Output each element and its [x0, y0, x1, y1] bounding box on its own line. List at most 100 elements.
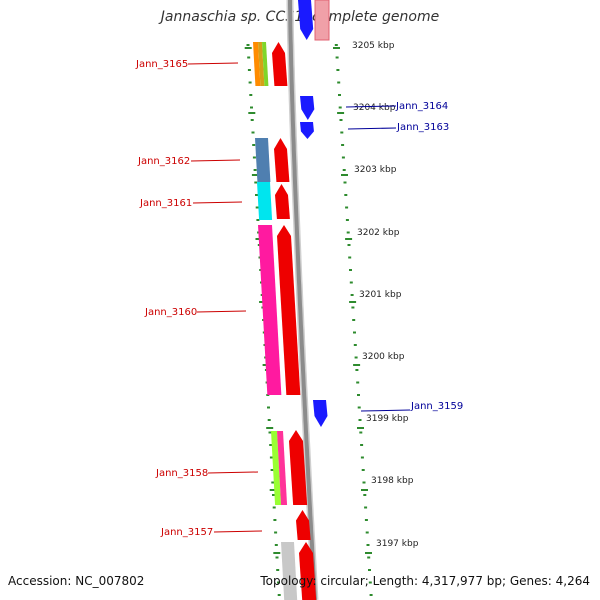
tick-mark: [363, 494, 367, 496]
kbp-label: 3199 kbp: [366, 414, 409, 424]
cog-band: [262, 42, 269, 86]
tick-mark: [247, 69, 251, 71]
backbone-line: [288, 0, 317, 600]
tick-mark: [267, 406, 270, 409]
tick-mark: [271, 481, 275, 484]
major-tick: [341, 174, 348, 176]
major-tick: [273, 552, 281, 554]
leader-line: [192, 201, 243, 204]
tick-mark: [352, 319, 356, 321]
tick-mark: [252, 144, 256, 146]
forward-gene-arrow: [277, 225, 301, 395]
kbp-label: 3200 kbp: [362, 352, 405, 362]
tick-mark: [338, 106, 342, 109]
leader-line: [345, 105, 397, 108]
tick-mark: [249, 94, 253, 96]
cog-band: [271, 431, 282, 505]
accession-text: Accession: NC_007802: [8, 574, 145, 588]
tick-mark: [369, 594, 373, 596]
gene-label-right: Jann_3164: [395, 101, 448, 112]
leader-line: [213, 530, 263, 533]
tick-mark: [255, 206, 259, 209]
major-tick: [248, 112, 256, 114]
kbp-label: 3202 kbp: [357, 228, 400, 238]
tick-mark: [269, 444, 273, 446]
leader-line: [187, 62, 239, 65]
gene-label-left: Jann_3165: [135, 59, 188, 70]
major-tick: [357, 427, 364, 429]
tick-mark: [357, 406, 361, 409]
kbp-label: 3197 kbp: [376, 539, 419, 549]
tick-mark: [250, 106, 253, 109]
tick-mark: [342, 169, 346, 171]
tick-mark: [276, 569, 280, 571]
topology-text: Topology: circular; Length: 4,317,977 bp…: [260, 574, 590, 588]
tick-mark: [275, 556, 279, 559]
tick-mark: [357, 394, 360, 396]
tick-mark: [334, 44, 338, 46]
tick-mark: [365, 531, 369, 534]
tick-mark: [341, 156, 345, 159]
tick-mark: [344, 194, 348, 196]
leader-line: [196, 310, 247, 313]
tick-mark: [277, 594, 281, 596]
tick-mark: [351, 306, 355, 309]
gene-features: [253, 0, 330, 600]
faded-gene-outline: [314, 0, 330, 41]
leader-line: [207, 471, 259, 474]
kbp-label: 3203 kbp: [354, 165, 397, 175]
forward-gene-arrow: [275, 184, 290, 219]
reverse-gene-arrow: [313, 400, 328, 427]
gene-label-left: Jann_3162: [137, 156, 190, 167]
tick-mark: [277, 581, 280, 584]
tick-mark: [366, 544, 370, 546]
tick-mark: [336, 69, 340, 71]
tick-mark: [367, 556, 371, 559]
major-tick: [337, 112, 345, 114]
tick-mark: [349, 281, 353, 284]
kbp-label: 3204 kbp: [353, 103, 396, 113]
tick-mark: [359, 431, 363, 434]
tick-mark: [361, 469, 365, 471]
tick-mark: [343, 181, 347, 184]
gene-labels: Jann_3165 Jann_3162 Jann_3161 Jann_3160 Jann…: [135, 59, 463, 538]
gene-label-left: Jann_3161: [139, 198, 192, 209]
tick-mark: [346, 231, 350, 234]
tick-mark: [274, 531, 278, 534]
tick-mark: [272, 506, 276, 509]
tick-mark: [247, 56, 251, 59]
tick-mark: [267, 419, 271, 421]
tick-mark: [338, 94, 341, 96]
kbp-label: 3205 kbp: [352, 41, 395, 51]
tick-mark: [251, 131, 255, 134]
tick-mark: [250, 119, 254, 121]
tick-mark: [253, 169, 257, 171]
tick-mark: [268, 431, 272, 434]
gene-label-right: Jann_3159: [410, 401, 463, 412]
major-tick: [345, 238, 353, 240]
forward-gene-arrow: [296, 510, 311, 540]
major-tick: [333, 47, 340, 49]
gene-label-left: Jann_3157: [160, 527, 213, 538]
tick-mark: [273, 519, 277, 521]
tick-mark: [355, 369, 359, 371]
tick-mark: [269, 456, 273, 459]
tick-mark: [360, 444, 364, 446]
tick-mark: [364, 506, 368, 509]
gene-label-right: Jann_3163: [396, 122, 449, 133]
tick-mark: [335, 56, 339, 59]
cog-band: [255, 138, 271, 182]
gene-label-left: Jann_3158: [155, 468, 208, 479]
cog-band: [258, 42, 265, 86]
major-tick: [244, 47, 252, 49]
tick-mark: [345, 206, 349, 209]
leader-line: [360, 409, 411, 412]
major-tick: [266, 427, 274, 429]
tick-mark: [353, 344, 357, 346]
tick-mark: [270, 469, 274, 471]
cog-band: [257, 182, 273, 220]
tick-mark: [353, 331, 356, 334]
forward-gene-arrow: [272, 42, 288, 86]
genome-backbone: [286, 0, 319, 600]
